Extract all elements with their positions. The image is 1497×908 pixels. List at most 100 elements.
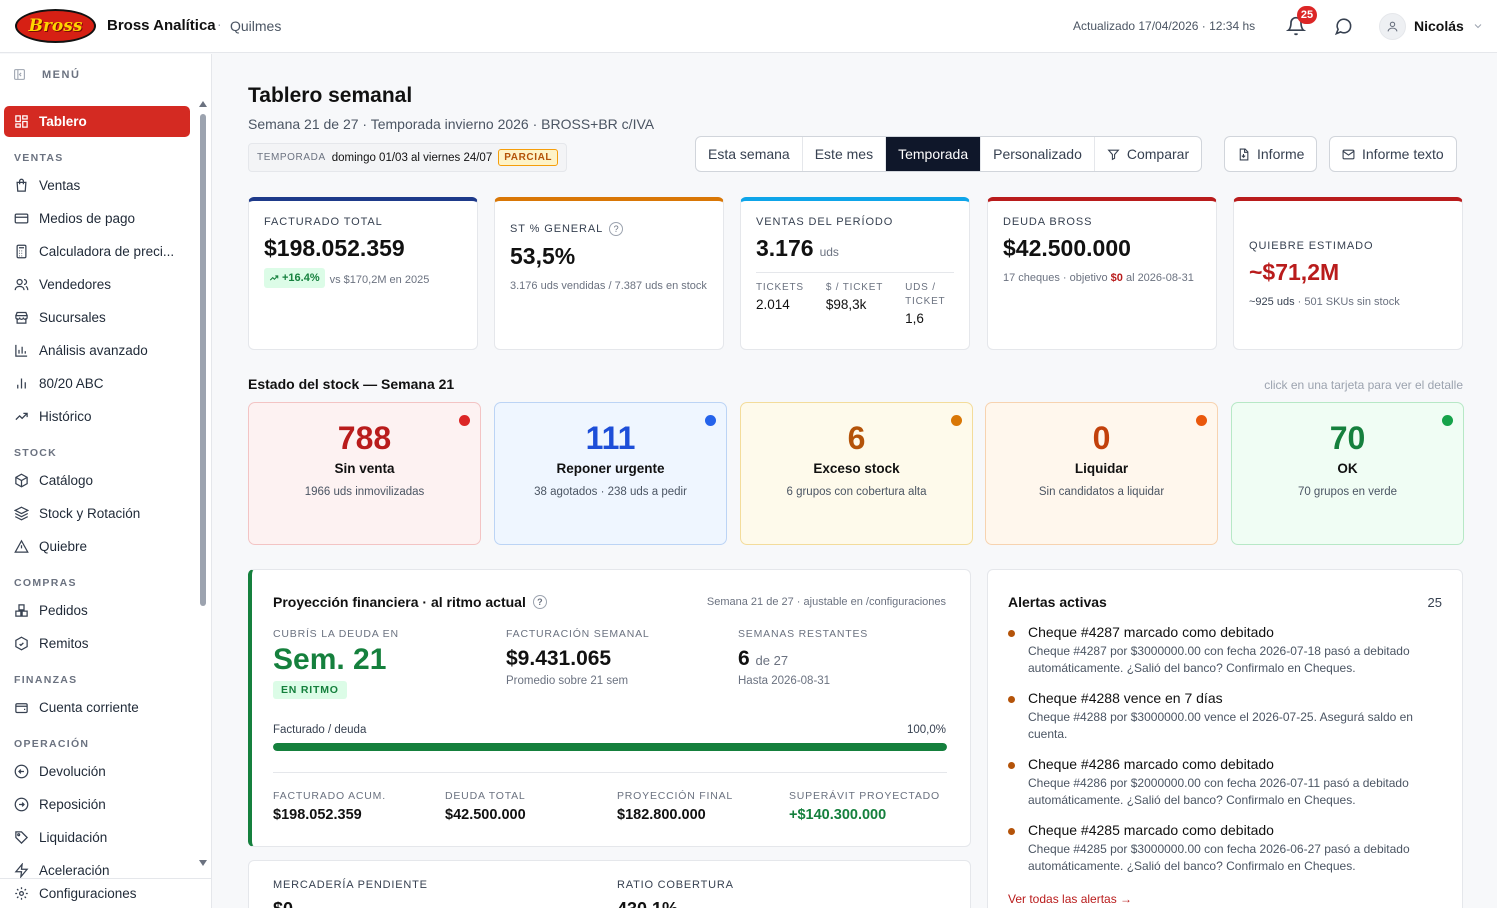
sidebar-item-historico[interactable]: Histórico [4, 401, 190, 432]
kpi-label: ST % GENERAL [510, 223, 604, 235]
stock-card-count: 111 [585, 420, 636, 456]
sidebar-collapse-icon[interactable] [13, 68, 26, 81]
alert-item[interactable]: Cheque #4288 vence en 7 días Cheque #4288… [1008, 690, 1448, 743]
alerts-panel: Alertas activas 25 Cheque #4287 marcado … [987, 569, 1463, 908]
kpi-label: QUIEBRE ESTIMADO [1249, 240, 1374, 252]
kpi-st[interactable]: ST % GENERAL? 53,5% 3.176 uds vendidas /… [494, 197, 724, 350]
brand-separator: · [217, 16, 222, 32]
sidebar-item-configuraciones[interactable]: Configuraciones [0, 878, 211, 908]
calculator-icon [16, 244, 27, 259]
kpi-value: 53,5% [510, 243, 576, 269]
ticket-avg-value: $98,3k [825, 297, 867, 312]
stock-card[interactable]: 788 Sin venta 1966 uds inmovilizadas [248, 402, 481, 545]
metric-value: $9.431.065 [506, 647, 612, 670]
sidebar-item-calculadora[interactable]: Calculadora de preci... [4, 236, 190, 267]
stock-section-title: Estado del stock — Semana 21 [248, 376, 455, 392]
help-icon[interactable]: ? [532, 595, 547, 609]
kpi-note: 17 cheques · objetivo [1003, 272, 1111, 284]
metric-value: Sem. 21 [273, 643, 387, 676]
report-text-button[interactable]: Informe texto [1329, 136, 1457, 172]
sidebar-item-ventas[interactable]: Ventas [4, 170, 190, 201]
scroll-up-arrow[interactable] [199, 101, 207, 107]
status-badge: PARCIAL [498, 149, 559, 166]
sidebar-item-quiebre[interactable]: Quiebre [4, 531, 190, 562]
sidebar-item-catalogo[interactable]: Catálogo [4, 465, 190, 496]
financial-projection-card: Proyección financiera · al ritmo actual?… [248, 569, 971, 847]
sidebar-item-sucursales[interactable]: Sucursales [4, 302, 190, 333]
bell-icon[interactable] [1286, 16, 1306, 36]
sidebar-item-remitos[interactable]: Remitos [4, 628, 190, 659]
kpi-quiebre[interactable]: QUIEBRE ESTIMADO ~$71,2M ~925 uds · 501 … [1233, 197, 1463, 350]
sidebar-item-label: Cuenta corriente [39, 700, 139, 715]
sidebar-item-devolucion[interactable]: Devolución [4, 756, 190, 787]
sidebar-item-label: Devolución [39, 764, 106, 779]
chat-icon[interactable] [1334, 17, 1353, 36]
sidebar-item-reposicion[interactable]: Reposición [4, 789, 190, 820]
kpi-ventas[interactable]: VENTAS DEL PERÍODO 3.176 uds TICKETS 2.014… [740, 197, 970, 350]
sidebar-item-cuenta[interactable]: Cuenta corriente [4, 692, 190, 723]
stock-card[interactable]: 70 OK 70 grupos en verde [1231, 402, 1464, 545]
sidebar-scrollbar[interactable] [200, 114, 206, 606]
help-icon[interactable]: ? [609, 222, 624, 236]
sidebar-item-analisis[interactable]: Análisis avanzado [4, 335, 190, 366]
alert-item[interactable]: Cheque #4285 marcado como debitado Cheque… [1008, 822, 1448, 875]
compare-button[interactable]: Comparar [1095, 137, 1201, 171]
deuda-total: DEUDA TOTAL $42.500.000 [445, 790, 526, 823]
kpi-facturado[interactable]: FACTURADO TOTAL $198.052.359 +16.4% vs $1… [248, 197, 478, 350]
alert-item[interactable]: Cheque #4286 marcado como debitado Cheque… [1008, 756, 1448, 809]
sidebar-item-vendedores[interactable]: Vendedores [4, 269, 190, 300]
branch-name[interactable]: Quilmes [230, 18, 282, 34]
stock-card[interactable]: 0 Liquidar Sin candidatos a liquidar [985, 402, 1218, 545]
alert-title: Cheque #4288 vence en 7 días [1028, 690, 1223, 706]
kpi-deuda[interactable]: DEUDA BROSS $42.500.000 17 cheques · obj… [987, 197, 1217, 350]
chevron-down-icon[interactable] [1472, 20, 1484, 32]
alert-dot [1008, 762, 1015, 769]
sidebar-item-tablero[interactable]: Tablero [4, 106, 190, 137]
user-avatar[interactable] [1379, 13, 1406, 40]
metric-value: $0 [273, 899, 293, 908]
period-personalizado[interactable]: Personalizado [981, 137, 1095, 171]
proyeccion-final: PROYECCIÓN FINAL $182.800.000 [617, 790, 733, 823]
kpi-note-date: al 2026-08-31 [1122, 272, 1194, 284]
trending-up-icon [269, 275, 279, 281]
stock-card[interactable]: 111 Reponer urgente 38 agotados · 238 uds … [494, 402, 727, 545]
status-dot [705, 415, 716, 426]
period-temporada[interactable]: Temporada [886, 137, 982, 171]
menu-header[interactable]: MENÚ [13, 68, 80, 81]
sidebar-item-label: Pedidos [39, 603, 88, 618]
scroll-down-arrow[interactable] [199, 860, 207, 866]
section-stock: STOCK [14, 447, 58, 459]
dashboard-icon [15, 115, 28, 128]
alert-item[interactable]: Cheque #4287 marcado como debitado Cheque… [1008, 624, 1448, 677]
trend-value: +16.4% [282, 272, 320, 284]
sidebar-item-label: Remitos [39, 636, 89, 651]
sidebar-item-abc[interactable]: 80/20 ABC [4, 368, 190, 399]
divider [273, 772, 947, 773]
season-label: TEMPORADA [257, 152, 326, 163]
tickets-label: TICKETS [756, 282, 804, 293]
stock-card[interactable]: 6 Exceso stock 6 grupos con cobertura alta [740, 402, 973, 545]
metric-value: +$140.300.000 [789, 807, 887, 823]
progress-bar [273, 743, 947, 751]
stock-card-name: Sin venta [334, 461, 395, 476]
top-bar: Bross Bross Analítica · Quilmes Actualiz… [0, 0, 1497, 53]
report-button[interactable]: Informe [1224, 136, 1318, 172]
kpi-value: $42.500.000 [1003, 235, 1131, 261]
sidebar-item-aceleracion[interactable]: Aceleración [4, 855, 190, 886]
sidebar-item-medios[interactable]: Medios de pago [4, 203, 190, 234]
sidebar-item-stock[interactable]: Stock y Rotación [4, 498, 190, 529]
view-all-alerts-link[interactable]: Ver todas las alertas → [1008, 892, 1133, 906]
period-este-mes[interactable]: Este mes [803, 137, 887, 171]
sidebar-item-liquidacion[interactable]: Liquidación [4, 822, 190, 853]
last-updated: Actualizado 17/04/2026 · 12:34 hs [1073, 19, 1256, 33]
arrow-left-circle-icon [14, 764, 29, 779]
sidebar-item-label: Vendedores [39, 277, 112, 292]
compare-label: Comparar [1126, 146, 1190, 162]
zap-icon [14, 863, 29, 878]
bross-logo[interactable]: Bross [15, 9, 96, 43]
period-esta-semana[interactable]: Esta semana [696, 137, 803, 171]
sidebar-item-pedidos[interactable]: Pedidos [4, 595, 190, 626]
sidebar-item-label: 80/20 ABC [39, 376, 104, 391]
stock-card-desc: 1966 uds inmovilizadas [304, 486, 425, 498]
user-name[interactable]: Nicolás [1414, 18, 1464, 34]
